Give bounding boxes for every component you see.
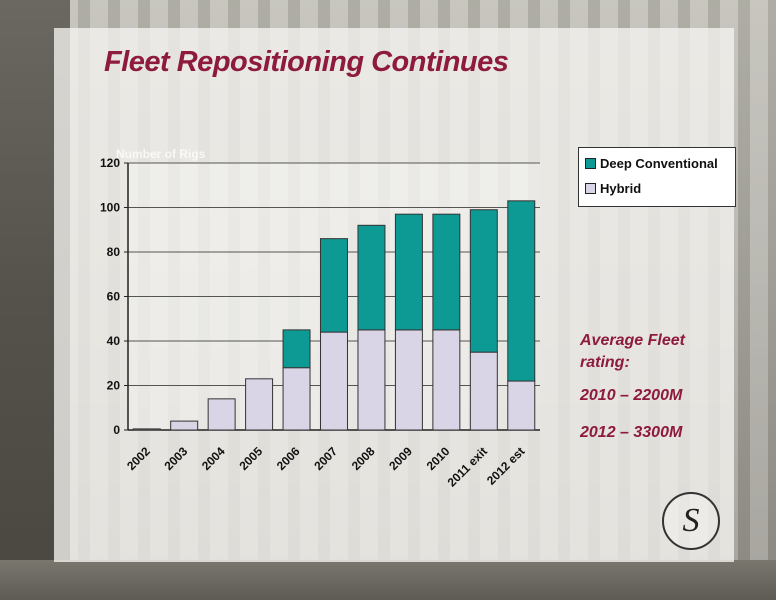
bar-hybrid	[170, 420, 199, 431]
y-tick-label: 0	[113, 423, 120, 437]
y-tick-label: 100	[100, 201, 120, 215]
bar-hybrid	[357, 329, 386, 431]
legend-item-hybrid: Hybrid	[585, 181, 641, 196]
bar-hybrid	[282, 367, 311, 431]
bar-hybrid	[207, 398, 236, 431]
x-tick-label: 2006	[274, 444, 303, 473]
bar-deep-conventional	[507, 200, 536, 382]
bar-hybrid	[507, 380, 536, 431]
y-tick-label: 80	[107, 245, 121, 259]
bar-deep-conventional	[394, 213, 423, 331]
x-tick-label: 2010	[424, 444, 453, 473]
bar-hybrid	[394, 329, 423, 431]
x-tick-label: 2012 est	[484, 444, 527, 487]
legend-label-hybrid: Hybrid	[600, 181, 642, 196]
y-tick-label: 120	[100, 156, 120, 170]
x-tick-label: 2009	[386, 444, 415, 473]
bar-hybrid	[132, 428, 161, 431]
callout-heading: Average Fleet rating:	[580, 332, 685, 371]
bar-hybrid	[320, 331, 348, 431]
legend-label-deep: Deep Conventional	[600, 156, 718, 171]
logo-glyph: S	[682, 502, 700, 539]
bar-deep-conventional	[432, 213, 461, 331]
background-floor	[0, 560, 776, 600]
y-tick-label: 60	[107, 290, 121, 304]
bar-deep-conventional	[357, 224, 386, 331]
x-tick-label: 2005	[236, 444, 265, 473]
y-tick-label: 40	[107, 334, 121, 348]
bar-deep-conventional	[282, 329, 311, 369]
bar-deep-conventional	[320, 238, 348, 333]
y-axis-label: Number of Rigs	[116, 147, 206, 161]
legend-swatch-hybrid	[585, 183, 596, 194]
x-tick-label: 2008	[349, 444, 378, 473]
slide-title: Fleet Repositioning Continues	[104, 46, 509, 78]
legend-item-deep: Deep Conventional	[585, 156, 718, 171]
callout-line-2012: 2012 – 3300M	[580, 424, 683, 441]
legend-swatch-deep	[585, 158, 596, 169]
bar-hybrid	[245, 378, 274, 431]
callout-line-2010: 2010 – 2200M	[580, 387, 683, 404]
bar-deep-conventional	[469, 209, 498, 353]
content-panel	[54, 28, 734, 562]
y-tick-label: 20	[107, 379, 121, 393]
x-tick-label: 2011 exit	[445, 444, 490, 489]
x-tick-label: 2002	[124, 444, 153, 473]
bar-hybrid	[432, 329, 461, 431]
x-tick-label: 2003	[162, 444, 191, 473]
x-tick-label: 2004	[199, 444, 228, 473]
chart-legend: Deep Conventional Hybrid	[578, 147, 736, 207]
x-tick-label: 2007	[311, 444, 340, 473]
bar-hybrid	[469, 351, 498, 431]
company-logo: S	[662, 492, 720, 550]
